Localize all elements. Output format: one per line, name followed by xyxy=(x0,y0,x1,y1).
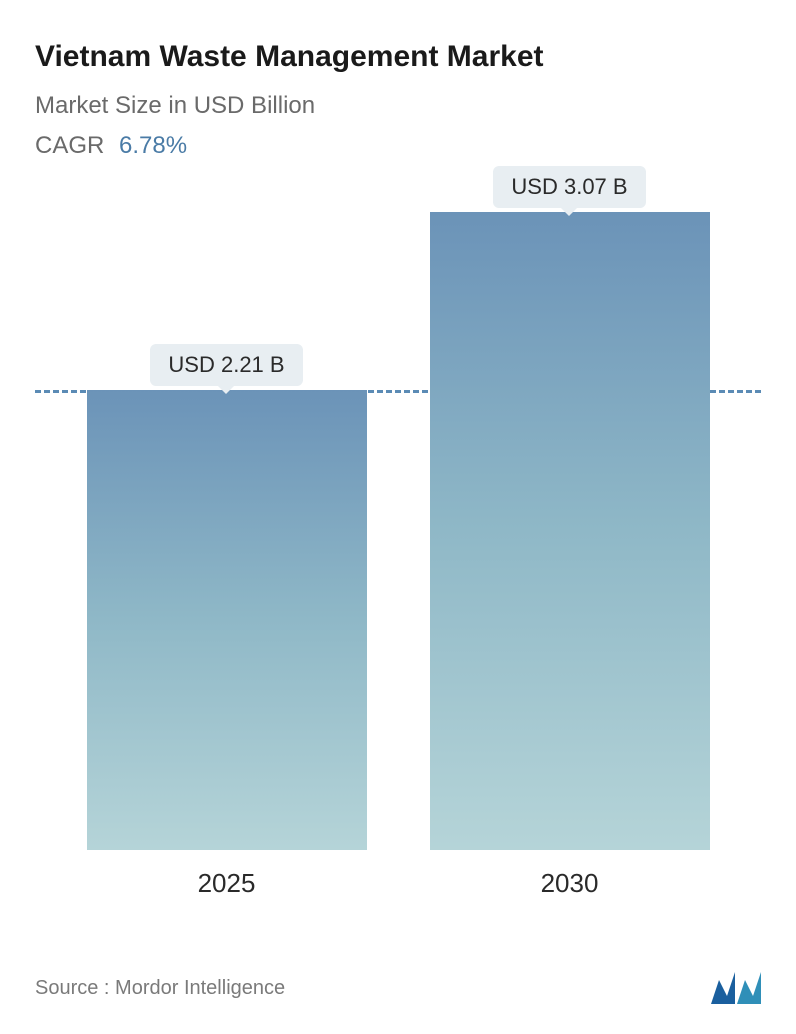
x-label-1: 2030 xyxy=(420,868,720,899)
chart-title: Vietnam Waste Management Market xyxy=(35,40,761,74)
bar-1 xyxy=(430,212,710,850)
chart-area: USD 2.21 B USD 3.07 B 2025 2030 xyxy=(35,210,761,910)
bar-value-label-0: USD 2.21 B xyxy=(150,344,302,386)
bar-group-1: USD 3.07 B xyxy=(420,166,720,850)
cagr-value: 6.78% xyxy=(119,132,187,159)
chart-subtitle: Market Size in USD Billion xyxy=(35,92,761,120)
x-label-0: 2025 xyxy=(77,868,377,899)
cagr-row: CAGR 6.78% xyxy=(35,132,761,160)
mordor-logo-icon xyxy=(711,972,761,1004)
cagr-label: CAGR xyxy=(35,132,104,159)
bars-container: USD 2.21 B USD 3.07 B xyxy=(35,210,761,850)
bar-0 xyxy=(87,390,367,850)
source-text: Source : Mordor Intelligence xyxy=(35,977,285,1000)
footer: Source : Mordor Intelligence xyxy=(35,972,761,1004)
bar-group-0: USD 2.21 B xyxy=(77,344,377,850)
x-axis-labels: 2025 2030 xyxy=(35,850,761,899)
bar-value-label-1: USD 3.07 B xyxy=(493,166,645,208)
